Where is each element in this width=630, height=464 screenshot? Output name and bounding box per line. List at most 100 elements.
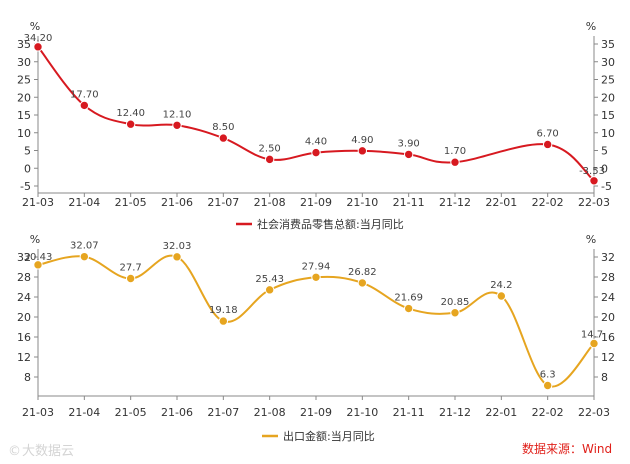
y-tick-label-left: 0	[24, 162, 31, 175]
data-point	[125, 273, 136, 284]
y-tick-label-left: 8	[24, 371, 31, 384]
x-tick-label: 21-08	[254, 406, 286, 419]
data-point	[589, 176, 599, 186]
y-tick-label-left: 10	[17, 127, 31, 140]
x-tick-label: 21-09	[300, 196, 332, 209]
data-point	[542, 380, 553, 391]
watermark-text: 大数据云	[22, 444, 74, 459]
data-label: 14.7	[581, 330, 603, 341]
legend-export[interactable]: 出口金额:当月同比	[262, 429, 375, 443]
data-point	[403, 149, 414, 160]
data-point	[172, 120, 182, 130]
x-tick-label: 21-10	[346, 406, 378, 419]
x-tick-label: 21-05	[115, 196, 147, 209]
data-point	[496, 291, 507, 301]
data-label: 12.10	[163, 109, 192, 120]
data-label: 20.85	[441, 297, 470, 308]
y-tick-label-right: 10	[601, 127, 615, 140]
x-tick-label: 21-03	[22, 196, 54, 209]
data-label: 25.43	[255, 274, 284, 285]
data-point	[311, 147, 321, 158]
y-tick-label-left: -5	[20, 180, 31, 193]
y-tick-label-right: 30	[601, 56, 615, 69]
y-tick-label-left: 15	[17, 109, 31, 122]
data-point	[357, 278, 368, 288]
x-tick-label: 21-12	[439, 406, 471, 419]
y-tick-label-left: 30	[17, 56, 31, 69]
x-tick-label: 21-07	[207, 406, 239, 419]
data-point	[589, 338, 599, 349]
x-tick-label: 21-11	[393, 196, 425, 209]
data-label: 19.18	[209, 305, 238, 316]
x-tick-label: 21-11	[393, 406, 425, 419]
data-label: 21.69	[394, 293, 423, 304]
data-label: 6.3	[540, 370, 556, 381]
data-point	[264, 154, 275, 165]
data-label: 32.03	[163, 241, 192, 252]
x-tick-label: 21-09	[300, 406, 332, 419]
data-label: 27.94	[302, 261, 331, 272]
y-unit-right: %	[586, 233, 596, 246]
data-label: 24.2	[490, 280, 512, 291]
x-tick-label: 21-08	[254, 196, 286, 209]
data-label: 30.43	[24, 252, 53, 263]
y-tick-label-right: 28	[601, 271, 615, 284]
data-point	[218, 316, 229, 326]
x-tick-label: 21-12	[439, 196, 471, 209]
data-point	[311, 272, 321, 282]
data-label: 12.40	[116, 108, 145, 119]
data-label: 6.70	[537, 128, 559, 139]
y-tick-label-right: 16	[601, 331, 615, 344]
x-tick-label: 22-01	[485, 196, 517, 209]
x-tick-label: 21-05	[115, 406, 147, 419]
x-tick-label: 21-06	[161, 196, 193, 209]
legend-retail-label: 社会消费品零售总额:当月同比	[257, 217, 404, 231]
data-label: 4.40	[305, 137, 327, 148]
source-note: 数据来源：Wind	[522, 441, 612, 456]
data-point	[450, 157, 460, 167]
data-label: -3.53	[579, 166, 605, 177]
y-unit-right: %	[586, 20, 596, 33]
y-tick-label-right: 8	[601, 371, 608, 384]
data-point	[33, 260, 43, 270]
y-tick-label-left: 20	[17, 311, 31, 324]
y-unit-left: %	[30, 233, 40, 246]
x-tick-label: 22-02	[532, 196, 564, 209]
data-point	[33, 42, 43, 52]
y-tick-label-right: 0	[601, 162, 608, 175]
data-label: 1.70	[444, 146, 466, 157]
data-label: 27.7	[120, 263, 142, 274]
export-chart: % % 8 8 12 12 16 16 20 20 24 24 28 28 32 32 21-03 21-04 21…	[17, 233, 615, 419]
watermark-mark-icon: ©	[8, 444, 21, 459]
y-tick-label-left: 25	[17, 74, 31, 87]
y-tick-label-left: 32	[17, 251, 31, 264]
y-tick-label-right: 25	[601, 74, 615, 87]
data-label: 8.50	[212, 122, 234, 133]
y-tick-label-right: 5	[601, 145, 608, 158]
y-tick-label-left: 16	[17, 331, 31, 344]
data-label: 34.20	[24, 33, 53, 44]
y-tick-label-left: 24	[17, 291, 31, 304]
data-point	[79, 251, 90, 262]
watermark-logo: © 大数据云	[8, 444, 74, 459]
y-tick-label-right: 20	[601, 91, 615, 104]
y-tick-label-right: 15	[601, 109, 615, 122]
data-label: 3.90	[398, 138, 420, 149]
data-point	[264, 285, 275, 295]
y-unit-left: %	[30, 20, 40, 33]
y-tick-label-left: 20	[17, 91, 31, 104]
data-label: 4.90	[351, 135, 373, 146]
x-tick-label: 21-07	[207, 196, 239, 209]
data-point	[79, 100, 90, 111]
data-point	[125, 119, 136, 129]
x-tick-label: 22-03	[578, 406, 610, 419]
data-label: 32.07	[70, 241, 99, 252]
data-point	[357, 146, 368, 156]
data-point	[172, 252, 182, 262]
legend-retail[interactable]: 社会消费品零售总额:当月同比	[236, 217, 404, 231]
y-tick-label-left: 5	[24, 145, 31, 158]
retail-sales-chart: % % -5 -5 0 0 5 5 10 10 15 15 20 20 25 25 30 30 35 35 21-03 2…	[17, 20, 615, 209]
y-tick-label-right: 24	[601, 291, 615, 304]
legend-export-label: 出口金额:当月同比	[283, 429, 375, 443]
